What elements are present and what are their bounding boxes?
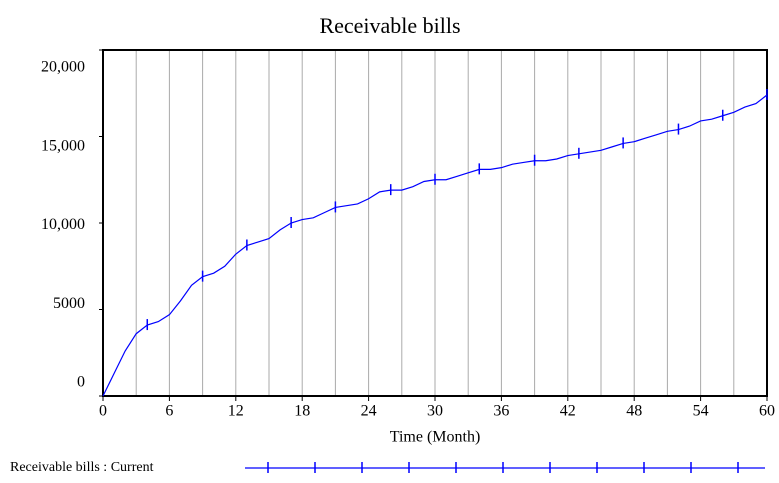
x-tick-label: 30 (427, 403, 443, 420)
y-tick-label: 15,000 (41, 137, 85, 154)
chart-title: Receivable bills (319, 13, 460, 38)
x-tick-label: 24 (361, 403, 377, 420)
y-tick-label: 20,000 (41, 59, 85, 76)
x-axis-label: Time (Month) (390, 429, 481, 446)
legend-label: Receivable bills : Current (10, 460, 154, 475)
x-tick-label: 60 (759, 403, 775, 420)
x-tick-label: 42 (560, 403, 576, 420)
y-tick-label: 10,000 (41, 216, 85, 233)
x-tick-label: 54 (693, 403, 709, 420)
y-tick-label: 0 (77, 374, 85, 391)
chart: Receivable bills Time (Month) 0 6 12 18 24 30… (0, 0, 779, 483)
x-tick-label: 0 (99, 403, 107, 420)
x-tick-label: 36 (493, 403, 509, 420)
y-tick-label: 5000 (53, 295, 85, 312)
x-tick-label: 18 (294, 403, 310, 420)
x-tick-label: 12 (228, 403, 244, 420)
x-tick-label: 6 (165, 403, 173, 420)
x-tick-label: 48 (626, 403, 642, 420)
